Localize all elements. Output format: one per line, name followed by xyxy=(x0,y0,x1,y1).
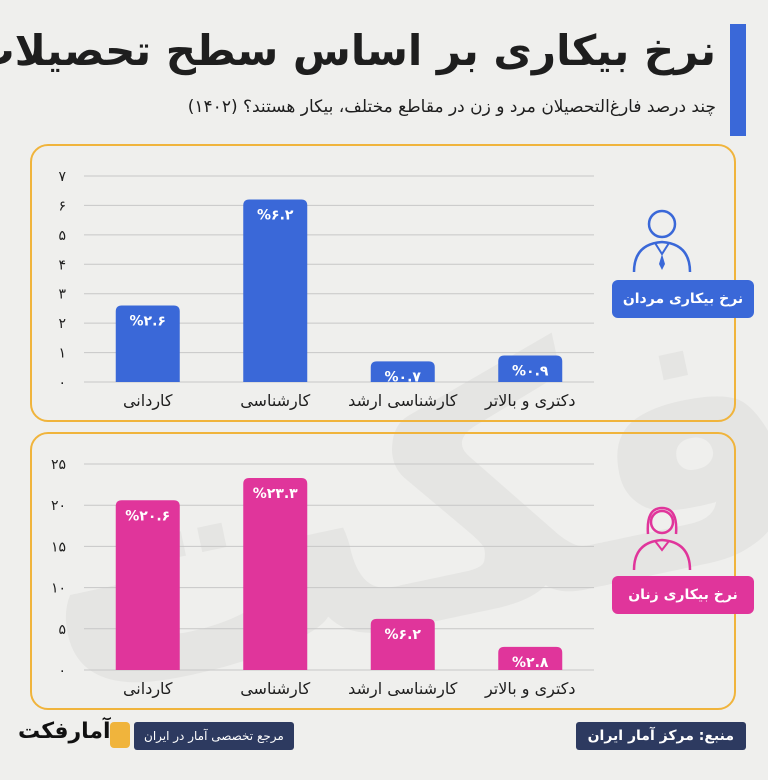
x-category-label: کاردانی xyxy=(123,679,173,699)
y-tick-label: ۱ xyxy=(58,346,66,362)
bar-value-label: %۶.۲ xyxy=(257,208,294,224)
x-category-label: کارشناسی ارشد xyxy=(348,391,458,411)
bar xyxy=(243,199,308,382)
women-chart-panel: ۰ ۵ ۱۰ ۱۵ ۲۰ ۲۵ %۲۰.۶ کاردانی %۲۳.۳ کارشناسی %۶.۲ ک… xyxy=(30,432,754,710)
brand-logo: آمارفکت xyxy=(18,719,111,744)
title-accent-bar xyxy=(730,24,746,136)
y-tick-label: ۶ xyxy=(58,198,66,214)
y-tick-label: ۴ xyxy=(58,257,66,273)
bar xyxy=(115,500,180,670)
x-category-label: کارشناسی ارشد xyxy=(348,679,458,699)
page-subtitle: چند درصد فارغ‌التحصیلان مرد و زن در مقاط… xyxy=(187,97,716,117)
man-icon xyxy=(622,202,702,278)
x-category-label: کارشناسی xyxy=(240,679,310,699)
y-tick-label: ۱۰ xyxy=(51,581,66,597)
bar xyxy=(115,305,180,382)
x-category-label: دکتری و بالاتر xyxy=(484,679,576,699)
bar-value-label: %۶.۲ xyxy=(385,627,422,643)
y-tick-label: ۱۵ xyxy=(51,539,66,555)
x-category-label: دکتری و بالاتر xyxy=(484,391,576,411)
bar-value-label: %۰.۹ xyxy=(512,364,549,380)
bar-value-label: %۲۰.۶ xyxy=(125,508,170,524)
x-category-label: کارشناسی xyxy=(240,391,310,411)
y-tick-label: ۲۰ xyxy=(51,498,66,514)
y-tick-label: ۳ xyxy=(58,287,66,303)
men-bar-chart: ۰ ۱ ۲ ۳ ۴ ۵ ۶ ۷ %۲.۶ کاردانی %۶.۲ کارشناسی %۰.۷ کارشن… xyxy=(58,169,594,411)
bar-value-label: %۲.۶ xyxy=(130,313,166,329)
bar-value-label: %۲۳.۳ xyxy=(253,486,298,502)
y-tick-label: ۵ xyxy=(58,228,66,244)
y-tick-label: ۲ xyxy=(58,316,66,332)
bar xyxy=(243,478,308,670)
page-title: نرخ بیکاری بر اساس سطح تحصیلات xyxy=(0,26,716,75)
footer-reference: مرجع تخصصی آمار در ایران xyxy=(134,722,294,750)
y-tick-label: ۵ xyxy=(58,622,66,638)
bar-value-label: %۰.۷ xyxy=(385,369,422,385)
y-tick-label: ۷ xyxy=(58,169,66,185)
men-series-label: نرخ بیکاری مردان xyxy=(612,280,754,318)
bar-value-label: %۲.۸ xyxy=(512,655,549,671)
men-chart-panel: ۰ ۱ ۲ ۳ ۴ ۵ ۶ ۷ %۲.۶ کاردانی %۶.۲ کارشناسی %۰.۷ کارشن… xyxy=(30,144,754,422)
bar xyxy=(370,361,435,382)
y-tick-label: ۰ xyxy=(58,375,66,391)
bar xyxy=(370,618,435,670)
women-bar-chart: ۰ ۵ ۱۰ ۱۵ ۲۰ ۲۵ %۲۰.۶ کاردانی %۲۳.۳ کارشناسی %۶.۲ ک… xyxy=(51,457,594,699)
bar xyxy=(498,646,563,670)
x-category-label: کاردانی xyxy=(123,391,173,411)
footer-source: منبع: مرکز آمار ایران xyxy=(575,722,746,750)
woman-icon xyxy=(622,500,702,576)
women-series-label: نرخ بیکاری زنان xyxy=(612,576,754,614)
y-tick-label: ۰ xyxy=(58,663,66,679)
bar xyxy=(498,355,563,382)
y-tick-label: ۲۵ xyxy=(51,457,66,473)
brand-logo-mark-icon xyxy=(110,722,130,748)
